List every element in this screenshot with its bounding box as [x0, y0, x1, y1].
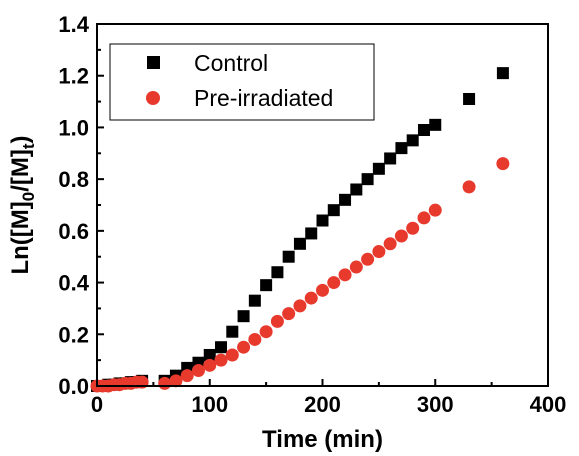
- data-point: [248, 294, 261, 307]
- x-axis-title: Time (min): [262, 426, 383, 453]
- data-point: [237, 340, 251, 354]
- legend-label-pre-irradiated: Pre-irradiated: [194, 85, 333, 111]
- y-axis-title-sub2: t: [19, 143, 38, 149]
- data-point: [169, 374, 183, 388]
- data-point: [237, 310, 250, 323]
- data-point: [462, 180, 476, 194]
- data-point: [349, 260, 363, 274]
- data-point: [293, 237, 306, 250]
- y-tick-label: 0.4: [58, 271, 89, 296]
- data-point: [293, 299, 307, 313]
- data-point: [428, 203, 442, 217]
- data-point: [338, 268, 352, 282]
- data-point: [225, 348, 239, 362]
- data-point: [248, 332, 262, 346]
- y-tick-label: 1.0: [58, 115, 89, 140]
- y-tick-label: 0.0: [58, 374, 89, 399]
- data-point: [417, 211, 431, 225]
- data-point: [305, 227, 318, 240]
- data-point: [496, 67, 509, 80]
- data-point: [226, 325, 239, 338]
- data-point: [180, 369, 194, 383]
- data-point: [203, 348, 216, 361]
- data-point: [158, 376, 172, 390]
- data-point: [304, 291, 318, 305]
- data-point: [327, 276, 341, 290]
- data-point: [372, 162, 385, 175]
- data-point: [384, 152, 397, 165]
- y-tick-label: 0.6: [58, 219, 89, 244]
- x-axis: 0 100 200 300 400: [91, 379, 566, 417]
- data-point: [406, 221, 420, 235]
- data-point: [271, 266, 284, 279]
- y-tick-label: 0.2: [58, 322, 89, 347]
- data-point: [463, 92, 476, 105]
- y-tick-label: 1.2: [58, 64, 89, 89]
- data-point: [395, 142, 408, 155]
- y-axis-title-sub1: 0: [19, 192, 38, 201]
- data-point: [350, 183, 363, 196]
- y-axis-title-main: Ln([M]: [7, 201, 34, 274]
- data-point: [214, 353, 228, 367]
- data-point: [417, 124, 430, 137]
- legend-marker-control: [147, 56, 160, 69]
- y-axis-title: Ln([M]0/[M]t): [7, 135, 38, 274]
- y-tick-label: 1.4: [58, 12, 89, 37]
- x-tick-label: 200: [304, 392, 341, 417]
- y-axis-title-mid: /[M]: [7, 149, 34, 192]
- y-axis: 0.0 0.2 0.4 0.6 0.8 1.0 1.2 1.4: [58, 12, 104, 399]
- series-pre-irradiated: [90, 157, 510, 393]
- data-point: [270, 314, 284, 328]
- x-tick-label: 300: [417, 392, 454, 417]
- data-point: [282, 307, 296, 321]
- data-point: [260, 279, 273, 292]
- legend-marker-pre-irradiated: [146, 91, 160, 105]
- data-point: [383, 237, 397, 251]
- data-point: [316, 214, 329, 227]
- x-tick-label: 400: [530, 392, 567, 417]
- data-point: [496, 157, 510, 171]
- data-point: [361, 252, 375, 266]
- data-point: [259, 325, 273, 339]
- data-point: [191, 363, 205, 377]
- legend-label-control: Control: [194, 50, 268, 76]
- data-point: [429, 118, 442, 131]
- legend: Control Pre-irradiated: [109, 43, 375, 121]
- y-tick-label: 0.8: [58, 167, 89, 192]
- data-point: [361, 173, 374, 186]
- y-axis-title-end: ): [7, 135, 34, 143]
- data-point: [372, 245, 386, 259]
- data-point: [406, 134, 419, 147]
- data-point: [394, 229, 408, 243]
- data-point: [327, 204, 340, 217]
- x-tick-label: 0: [91, 392, 103, 417]
- data-point: [203, 358, 217, 372]
- data-point: [215, 341, 228, 354]
- x-tick-label: 100: [191, 392, 228, 417]
- data-point: [339, 193, 352, 206]
- data-point: [282, 250, 295, 263]
- data-point: [316, 283, 329, 297]
